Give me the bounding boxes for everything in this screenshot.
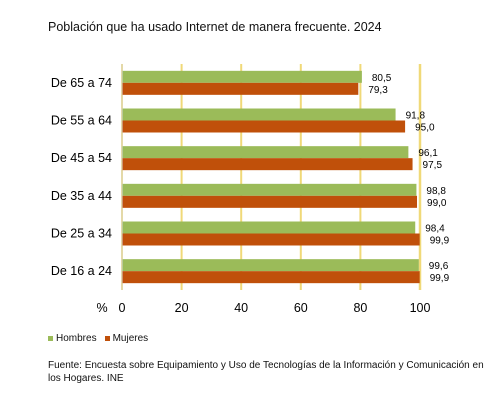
x-axis-unit: % bbox=[96, 301, 107, 315]
bar-hombres bbox=[122, 221, 416, 234]
data-label: 91,8 bbox=[406, 111, 426, 122]
x-tick-label: 80 bbox=[353, 301, 367, 315]
data-label: 98,8 bbox=[426, 186, 446, 197]
bar-hombres bbox=[122, 70, 362, 83]
legend: Hombres Mujeres bbox=[48, 333, 148, 344]
data-label: 99,6 bbox=[429, 261, 449, 272]
data-label: 97,5 bbox=[423, 160, 443, 171]
data-label: 95,0 bbox=[415, 123, 435, 134]
category-label: De 45 a 54 bbox=[51, 151, 112, 165]
category-label: De 55 a 64 bbox=[51, 114, 112, 128]
category-label: De 16 a 24 bbox=[51, 264, 112, 278]
x-tick-label: 20 bbox=[175, 301, 189, 315]
bar-hombres bbox=[122, 146, 409, 159]
data-label: 99,0 bbox=[427, 198, 447, 209]
legend-item-hombres: Hombres bbox=[48, 333, 97, 344]
category-label: De 25 a 34 bbox=[51, 227, 112, 241]
legend-label-hombres: Hombres bbox=[56, 333, 97, 344]
data-label: 79,3 bbox=[368, 85, 388, 96]
category-label: De 65 a 74 bbox=[51, 76, 112, 90]
bar-mujeres bbox=[122, 195, 418, 208]
data-label: 80,5 bbox=[372, 73, 392, 84]
bar-mujeres bbox=[122, 158, 413, 171]
bar-hombres bbox=[122, 183, 417, 196]
source-note: Fuente: Encuesta sobre Equipamiento y Us… bbox=[48, 360, 484, 384]
legend-swatch-hombres bbox=[48, 336, 53, 341]
data-label: 96,1 bbox=[418, 148, 438, 159]
bar-hombres bbox=[122, 108, 396, 121]
x-tick-label: 60 bbox=[294, 301, 308, 315]
bar-mujeres bbox=[122, 82, 359, 95]
bar-mujeres bbox=[122, 120, 406, 133]
legend-item-mujeres: Mujeres bbox=[104, 333, 149, 344]
data-label: 99,9 bbox=[430, 236, 450, 247]
category-label: De 35 a 44 bbox=[51, 189, 112, 203]
bar-mujeres bbox=[122, 233, 420, 246]
bar-mujeres bbox=[122, 271, 420, 284]
x-tick-label: 0 bbox=[119, 301, 126, 315]
x-tick-label: 40 bbox=[234, 301, 248, 315]
x-tick-label: 100 bbox=[410, 301, 431, 315]
data-label: 99,9 bbox=[430, 273, 450, 284]
bar-hombres bbox=[122, 259, 419, 272]
legend-label-mujeres: Mujeres bbox=[112, 333, 149, 344]
legend-swatch-mujeres bbox=[104, 336, 110, 341]
data-label: 98,4 bbox=[425, 224, 445, 235]
chart-title: Población que ha usado Internet de maner… bbox=[48, 20, 382, 34]
